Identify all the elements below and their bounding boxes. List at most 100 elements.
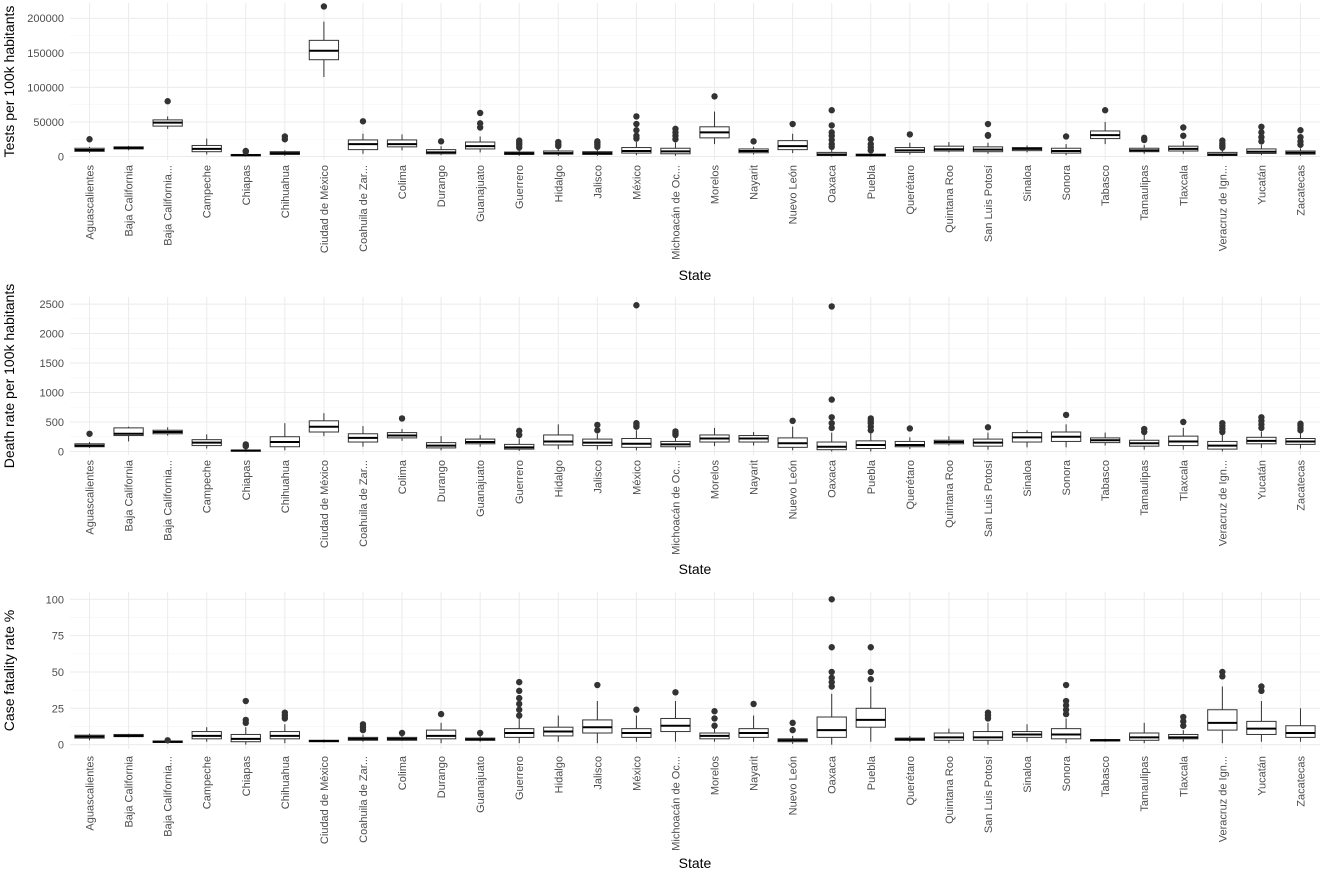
outlier-point <box>633 132 640 139</box>
box-Tabasco <box>1090 107 1121 145</box>
outlier-point <box>1258 133 1265 141</box>
x-tick-label: Veracruz de Ign... <box>1217 460 1229 546</box>
box-San Luis Potosí <box>972 424 1004 450</box>
x-tick-label: Tamaulipas <box>1139 460 1151 516</box>
x-tick-label: Coahuila de Zar... <box>358 756 370 843</box>
box-Puebla <box>855 415 886 452</box>
x-tick-label: Aguascalientes <box>85 165 97 240</box>
x-tick-label: Sonora <box>1061 755 1073 791</box>
box-Querétaro <box>894 131 925 155</box>
outlier-point <box>984 120 992 128</box>
y-tick-label: 100000 <box>27 82 64 94</box>
outlier-point <box>1180 132 1187 139</box>
x-tick-label: Chihuahua <box>280 459 292 513</box>
outlier-point <box>711 722 718 729</box>
box-Yucatán <box>1246 414 1277 448</box>
outlier-point <box>594 138 601 145</box>
y-axis-title: Case fatality rate % <box>1 610 17 731</box>
x-tick-label: Hidalgo <box>553 165 565 202</box>
outlier-point <box>672 125 679 133</box>
box-Sonora <box>1050 133 1082 156</box>
x-tick-label: Colima <box>397 459 409 494</box>
x-tick-label: Ciudad de México <box>319 460 331 548</box>
outlier-point <box>1141 425 1148 433</box>
box-Michoacán de Oc... <box>660 428 691 450</box>
box-Ciudad de México <box>308 3 340 78</box>
x-axis-title: State <box>679 267 712 283</box>
x-tick-label: Oaxaca <box>827 755 839 794</box>
x-tick-label: Campeche <box>202 756 214 809</box>
panel-1: 0 50000 100000 150000 200000 Aguascalientes Ba… <box>1 3 1320 283</box>
outlier-point <box>398 729 406 737</box>
box-Tlaxcala <box>1168 124 1199 154</box>
outlier-point <box>789 120 796 128</box>
box-body <box>543 434 574 446</box>
box-Colima <box>386 134 418 151</box>
box-Nayarit <box>738 432 769 446</box>
box-body <box>777 140 808 151</box>
outlier-point <box>437 710 445 718</box>
box-Quintana Roo <box>933 436 965 446</box>
outlier-point <box>828 668 835 676</box>
outlier-point <box>164 98 171 105</box>
x-tick-label: Nuevo León <box>788 165 800 224</box>
outlier-point <box>1219 419 1226 427</box>
panel-2: 0 500 1000 1500 2000 2500 Aguascalientes Baja C… <box>1 284 1320 577</box>
box-Guerrero <box>504 678 535 744</box>
box-Morelos <box>699 708 730 742</box>
x-tick-label: San Luis Potosí <box>983 165 995 242</box>
box-Colima <box>386 415 418 441</box>
box-Tlaxcala <box>1168 418 1199 450</box>
box-Quintana Roo <box>933 142 965 153</box>
box-Tabasco <box>1090 738 1121 742</box>
outlier-point <box>242 441 249 448</box>
x-tick-label: Morelos <box>710 165 722 205</box>
box-Nayarit <box>738 700 769 742</box>
x-tick-label: Baja California... <box>163 165 175 246</box>
outlier-point <box>1101 107 1109 114</box>
box-Campeche <box>191 138 222 155</box>
x-tick-label: Querétaro <box>905 756 917 806</box>
x-tick-label: Oaxaca <box>827 164 839 203</box>
box-Veracruz de Ign... <box>1207 668 1238 744</box>
x-tick-label: Yucatán <box>1256 460 1268 500</box>
box-Zacatecas <box>1285 708 1316 742</box>
box-Baja California... <box>152 737 183 744</box>
box-Chihuahua <box>269 423 300 451</box>
x-tick-label: Morelos <box>710 460 722 500</box>
x-tick-label: Sonora <box>1061 164 1073 200</box>
outlier-point <box>242 716 249 724</box>
x-tick-label: Quintana Roo <box>944 165 956 233</box>
x-tick-label: Tamaulipas <box>1139 165 1151 221</box>
box-Tlaxcala <box>1168 713 1199 742</box>
box-Baja California <box>113 426 144 442</box>
box-Oaxaca <box>816 303 847 452</box>
outlier-point <box>828 596 835 603</box>
box-body <box>1285 725 1316 738</box>
x-tick-label: Tlaxcala <box>1178 755 1190 797</box>
box-Durango <box>425 138 457 156</box>
box-Zacatecas <box>1285 420 1316 449</box>
outlier-point <box>1219 137 1226 144</box>
box-Jalisco <box>582 421 613 450</box>
box-Yucatán <box>1246 683 1277 742</box>
box-Coahuila de Zar... <box>347 426 379 447</box>
box-Puebla <box>855 136 886 157</box>
box-Sinaloa <box>1011 145 1043 153</box>
x-tick-label: Oaxaca <box>827 459 839 498</box>
y-tick-label: 25 <box>52 703 64 715</box>
box-Campeche <box>191 434 222 449</box>
outlier-point <box>594 681 601 689</box>
x-tick-label: Baja California... <box>163 756 175 837</box>
outlier-point <box>516 694 523 702</box>
outlier-point <box>1258 414 1265 421</box>
outlier-point <box>86 430 93 437</box>
x-tick-label: Baja California <box>124 459 136 531</box>
outlier-point <box>828 303 835 310</box>
box-Aguascalientes <box>74 136 105 154</box>
box-Tabasco <box>1090 432 1121 446</box>
box-Sinaloa <box>1011 724 1043 742</box>
box-Puebla <box>855 644 886 742</box>
box-Sinaloa <box>1011 430 1043 448</box>
